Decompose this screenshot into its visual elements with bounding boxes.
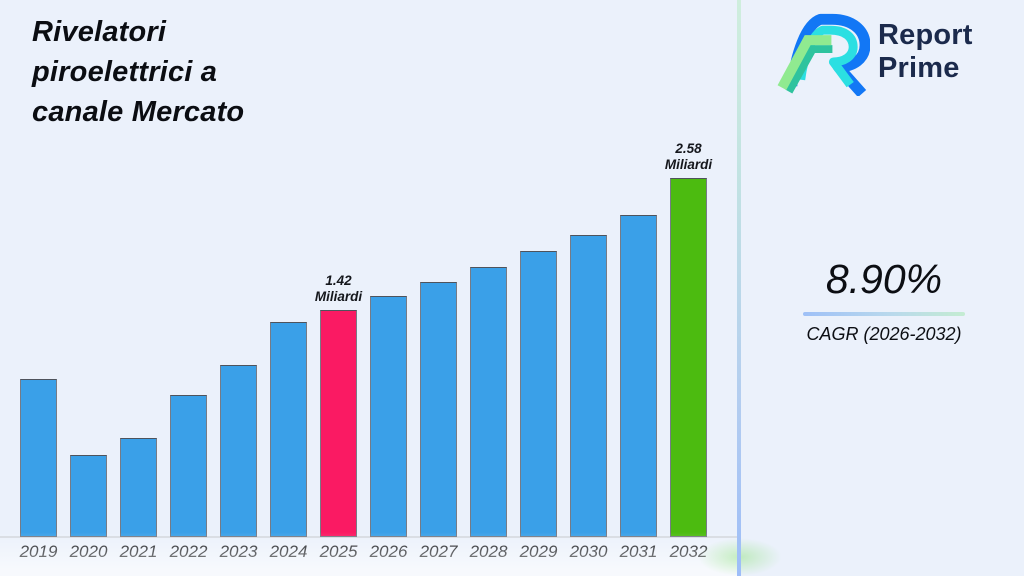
data-label-value: 2.58 xyxy=(675,141,702,157)
report-prime-logo: Report Prime xyxy=(776,8,973,96)
logo-text-line-1: Report xyxy=(878,19,973,51)
bar-2031 xyxy=(620,215,657,537)
data-label-unit: Miliardi xyxy=(314,288,363,304)
report-prime-logo-icon xyxy=(777,13,870,96)
bar-2021 xyxy=(120,438,157,537)
bar-chart: 2019 2020 2021 2022 2023 2024 2025 2026 2027 2028… xyxy=(0,141,740,561)
bar-2027 xyxy=(420,282,457,537)
logo-stroke-green xyxy=(777,35,832,90)
bar-2022 xyxy=(170,395,207,537)
bar-2020 xyxy=(70,455,107,537)
bar-2028 xyxy=(470,267,507,537)
chart-title: Rivelatori piroelettrici a canale Mercat… xyxy=(32,12,332,132)
bar-2030 xyxy=(570,235,607,537)
cagr-stat: 8.90% CAGR (2026-2032) xyxy=(801,256,967,345)
section-divider xyxy=(737,0,741,576)
bar-2023 xyxy=(220,365,257,537)
cagr-value: 8.90% xyxy=(825,256,943,302)
logo-stroke-teal xyxy=(785,45,833,94)
chart-title-line-3: canale Mercato xyxy=(32,96,245,128)
logo-text-line-2: Prime xyxy=(878,52,960,84)
bar-2032 xyxy=(670,178,707,537)
bar-2026 xyxy=(370,296,407,537)
x-tick-2032: 2032 xyxy=(669,542,708,561)
bar-2019 xyxy=(20,379,57,537)
data-label-unit: Miliardi xyxy=(664,156,713,172)
bar-2025 xyxy=(320,310,357,537)
report-prime-logo-text: Report Prime xyxy=(878,19,973,85)
data-label-value: 1.42 xyxy=(325,273,352,289)
cagr-underline xyxy=(803,312,965,316)
data-label-2032: 2.58 Miliardi xyxy=(643,141,735,172)
data-label-2025: 1.42 Miliardi xyxy=(293,273,385,304)
cagr-label: CAGR (2026-2032) xyxy=(806,324,962,344)
bar-2024 xyxy=(270,322,307,537)
chart-title-line-2: piroelettrici a xyxy=(32,56,218,88)
bar-2029 xyxy=(520,251,557,537)
chart-title-line-1: Rivelatori xyxy=(32,16,167,48)
